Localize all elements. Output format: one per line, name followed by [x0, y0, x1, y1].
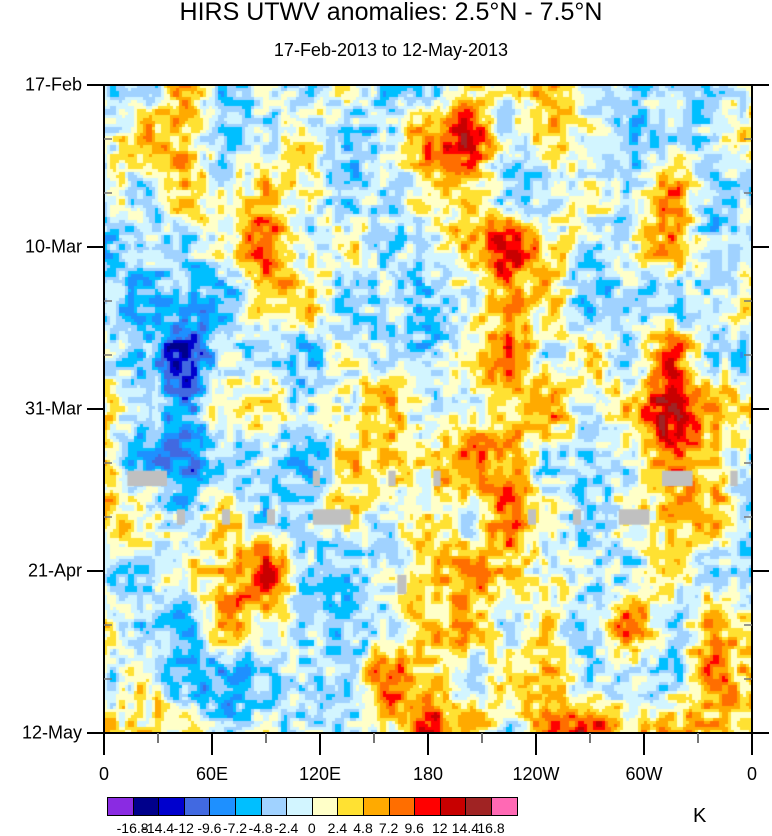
y-tick-label: 21-Apr: [27, 560, 82, 581]
colorbar-swatch: [465, 797, 492, 816]
x-tick-label: 0: [746, 764, 758, 784]
colorbar-label: -9.6: [197, 820, 222, 836]
colorbar-label: 16.8: [477, 820, 505, 836]
colorbar-label: 9.6: [404, 820, 424, 836]
x-tick-label: 180: [412, 764, 444, 784]
colorbar-swatch: [107, 797, 134, 816]
colorbar-swatch: [311, 797, 339, 816]
y-tick-label: 17-Feb: [24, 74, 82, 95]
colorbar-swatch: [132, 797, 160, 816]
colorbar-label: -14.4: [142, 820, 175, 836]
y-tick-label: 12-May: [21, 722, 82, 743]
colorbar-swatch: [260, 797, 288, 816]
colorbar-swatch: [491, 797, 518, 816]
x-tick-label: 120W: [512, 764, 560, 784]
y-tick-label: 31-Mar: [24, 398, 82, 419]
x-tick-label: 60E: [195, 764, 229, 784]
colorbar-label: 4.8: [353, 820, 373, 836]
plot-frame: [103, 84, 753, 734]
colorbar-swatch: [337, 797, 364, 816]
colorbar-units: K: [693, 805, 707, 827]
x-tick-label: 0: [98, 764, 110, 784]
colorbar-label: -12: [173, 820, 194, 836]
x-tick-label: 60W: [625, 764, 663, 784]
colorbar-swatch: [439, 797, 467, 816]
x-tick-label: 120E: [298, 764, 342, 784]
colorbar-label: 2.4: [327, 820, 348, 836]
colorbar-swatch: [388, 797, 416, 816]
colorbar-label: 7.2: [378, 820, 399, 836]
colorbar-label: 14.4: [451, 820, 480, 836]
colorbar-label: -7.2: [222, 820, 248, 836]
colorbar-swatch: [235, 797, 262, 816]
colorbar-swatch: [183, 797, 211, 816]
colorbar-swatch: [414, 797, 441, 816]
colorbar-label: -4.8: [248, 820, 273, 836]
colorbar-label: -2.4: [274, 820, 299, 836]
colorbar-swatch: [158, 797, 185, 816]
heatmap-field: [104, 85, 752, 733]
colorbar-label: 12: [432, 820, 448, 836]
colorbar-swatch: [363, 797, 390, 816]
colorbar-label: -16.8: [116, 820, 149, 836]
chart-subtitle: 17-Feb-2013 to 12-May-2013: [273, 40, 509, 60]
colorbar-swatch: [286, 797, 313, 816]
colorbar-swatch: [209, 797, 236, 816]
y-tick-label: 10-Mar: [24, 236, 82, 257]
colorbar-label: 0: [307, 820, 316, 836]
chart-title: HIRS UTWV anomalies: 2.5°N - 7.5°N: [179, 0, 603, 26]
